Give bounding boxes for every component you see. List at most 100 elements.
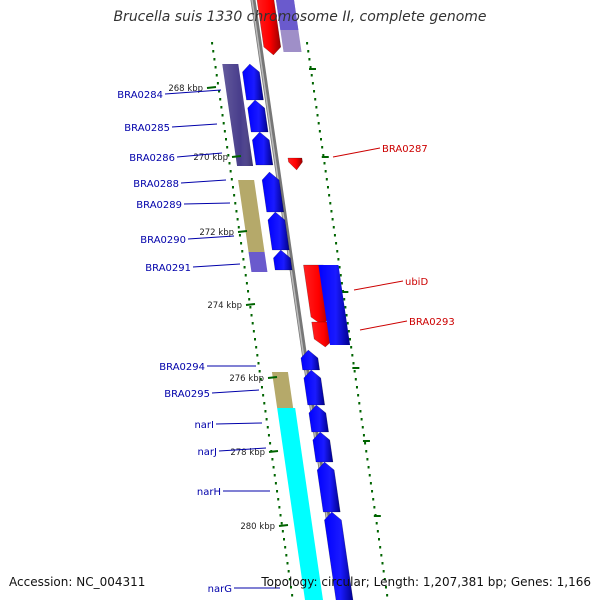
topology-text: Topology: circular; Length: 1,207,381 bp… (261, 575, 591, 589)
cog-block-khaki (271, 372, 294, 408)
gc-dot-inner (215, 74, 218, 77)
forward-cds-arrow (261, 171, 285, 213)
gc-dot-inner (279, 514, 282, 517)
gc-dot-inner (249, 306, 252, 309)
gc-dot-inner (223, 130, 226, 133)
gc-dot-inner (266, 426, 269, 429)
tick-mark (245, 303, 256, 306)
tick-label: 276 kbp (229, 374, 264, 384)
gc-dot-inner (276, 490, 279, 493)
gc-dot-outer (380, 554, 383, 557)
gc-dot-inner (241, 250, 244, 253)
forward-gene-label: narI (194, 420, 214, 431)
gc-dot-outer (378, 538, 381, 541)
gc-dot-inner (264, 410, 267, 413)
gc-dot-inner (242, 258, 245, 261)
gc-dot-inner (257, 362, 260, 365)
tick-label: 268 kbp (168, 84, 203, 94)
gc-dot-inner (267, 434, 270, 437)
gc-dot-outer (324, 170, 327, 173)
gc-dot-outer (310, 74, 313, 77)
gc-dot-inner (220, 106, 223, 109)
accession-text: Accession: NC_004311 (9, 575, 146, 589)
forward-gene-label: BRA0286 (129, 153, 175, 164)
gc-dot-outer (368, 474, 371, 477)
gc-dot-outer (337, 258, 340, 261)
gc-dot-outer (362, 434, 365, 437)
gc-dot-inner (289, 586, 292, 589)
tick-label: 270 kbp (193, 153, 228, 163)
gc-dot-outer (365, 450, 368, 453)
gc-dot-outer (367, 466, 370, 469)
gc-dot-inner (272, 466, 275, 469)
gc-dot-outer (349, 338, 352, 341)
cog-block-khaki (238, 180, 265, 252)
gc-dot-outer (360, 418, 363, 421)
forward-gene-label: BRA0295 (164, 389, 210, 400)
gc-dot-inner (277, 498, 280, 501)
gc-dot-inner (238, 234, 241, 237)
forward-cds-arrow (273, 249, 293, 271)
gc-dot-inner (263, 402, 266, 405)
gc-dot-outer (336, 250, 339, 253)
forward-gene-leader (218, 447, 267, 452)
gc-dot-inner (219, 98, 222, 101)
gc-dot-inner (214, 66, 217, 69)
forward-gene-label: BRA0289 (136, 200, 182, 211)
gc-dot-outer (322, 154, 325, 157)
forward-gene-leader (211, 389, 260, 394)
gc-dot-inner (256, 354, 259, 357)
forward-gene-leader (215, 422, 263, 425)
gc-dot-inner (287, 570, 290, 573)
forward-cds-arrow (324, 511, 354, 600)
gc-dot-outer (333, 234, 336, 237)
gc-dot-inner (245, 282, 248, 285)
forward-gene-label: BRA0291 (145, 263, 191, 274)
gc-dot-inner (240, 242, 243, 245)
gc-dot-outer (384, 586, 387, 589)
gc-dot-outer (316, 114, 319, 117)
gc-dot-outer (386, 594, 389, 597)
gc-dot-outer (313, 90, 316, 93)
gc-dot-outer (320, 138, 323, 141)
forward-gene-label: BRA0285 (124, 123, 170, 134)
gc-dot-outer (329, 202, 332, 205)
gc-dot-inner (221, 114, 224, 117)
gc-dot-outer (308, 58, 311, 61)
forward-cds-arrow (252, 131, 274, 166)
gc-dot-outer (306, 42, 309, 45)
gc-dot-outer (381, 562, 384, 565)
tick-mark (231, 155, 242, 158)
gc-dot-outer (371, 490, 374, 493)
forward-cds-arrow (300, 349, 320, 371)
tick-mark (278, 524, 289, 527)
forward-cds-arrow (267, 211, 290, 251)
forward-cds-arrow (247, 99, 269, 133)
gc-dot-outer (366, 458, 369, 461)
gc-dot-inner (216, 82, 219, 85)
forward-gene-label: narG (208, 584, 232, 595)
gc-dot-outer (353, 370, 356, 373)
cds-layer (242, 0, 354, 600)
gc-dot-inner (230, 178, 233, 181)
gc-dot-inner (283, 538, 286, 541)
gc-dot-outer (359, 410, 362, 413)
gc-dot-inner (281, 530, 284, 533)
gc-dot-outer (317, 122, 320, 125)
forward-gene-leader (176, 152, 223, 158)
forward-gene-label: BRA0284 (117, 90, 163, 101)
gc-dot-inner (258, 370, 261, 373)
gc-dot-inner (271, 458, 274, 461)
gc-dot-inner (250, 314, 253, 317)
gc-dot-outer (332, 226, 335, 229)
reverse-gene-leader (353, 280, 404, 291)
gc-dot-inner (228, 162, 231, 165)
gc-dot-inner (288, 578, 291, 581)
reverse-gene-leader (359, 320, 408, 331)
gc-dot-outer (325, 178, 328, 181)
gc-dot-outer (358, 402, 361, 405)
gc-dot-inner (234, 202, 237, 205)
cog-block-top-slate (275, 0, 299, 30)
gc-dot-outer (354, 378, 357, 381)
